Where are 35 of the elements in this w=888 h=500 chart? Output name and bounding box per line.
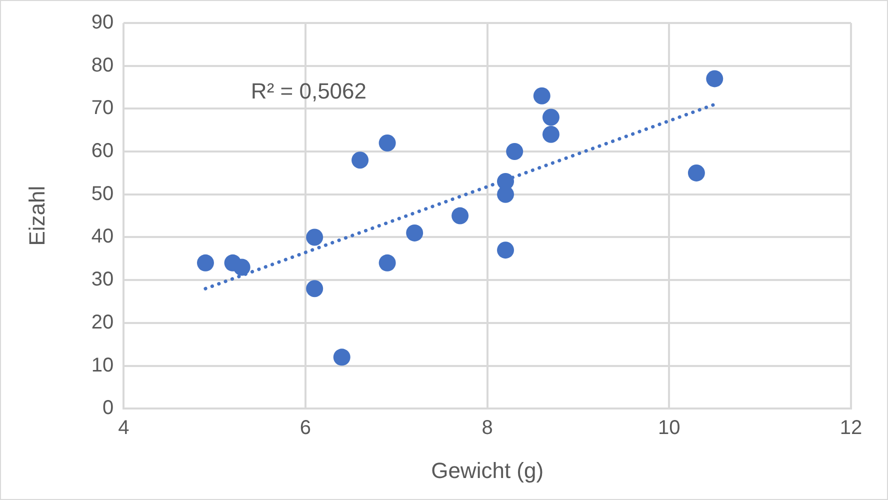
y-tick-label: 90	[91, 12, 114, 34]
x-tick-label: 10	[658, 417, 680, 440]
point	[233, 258, 250, 276]
y-tick-label: 20	[91, 311, 114, 334]
y-tick-label: 50	[91, 182, 114, 205]
y-tick-label: 40	[91, 226, 114, 248]
point	[506, 143, 524, 160]
y-axis-title: Eizahl	[24, 186, 50, 246]
y-tick-label: 30	[91, 268, 114, 291]
annotation: R² = 0,5062	[250, 78, 367, 104]
x-tick-label: 6	[300, 417, 312, 440]
point	[196, 254, 214, 272]
y-tick-label: 70	[91, 97, 114, 120]
x-tick-label: 12	[840, 417, 862, 440]
x-tick-label: 4	[118, 417, 130, 440]
point	[406, 224, 424, 242]
point	[706, 70, 724, 88]
point	[352, 152, 369, 169]
point	[497, 242, 514, 259]
y-tick-label: 0	[102, 397, 114, 420]
point	[333, 348, 350, 366]
point	[452, 207, 469, 224]
point	[688, 164, 705, 182]
y-tick-label: 10	[91, 354, 114, 376]
x-tick-label: 8	[482, 417, 493, 440]
point	[378, 134, 396, 152]
point	[533, 87, 550, 104]
point	[306, 280, 324, 298]
point	[542, 108, 560, 126]
point	[542, 126, 560, 143]
point	[378, 254, 396, 272]
y-tick-label: 60	[91, 140, 114, 162]
point	[306, 228, 324, 246]
y-tick-label: 80	[91, 54, 114, 76]
x-axis-title: Gewicht (g)	[431, 458, 544, 483]
